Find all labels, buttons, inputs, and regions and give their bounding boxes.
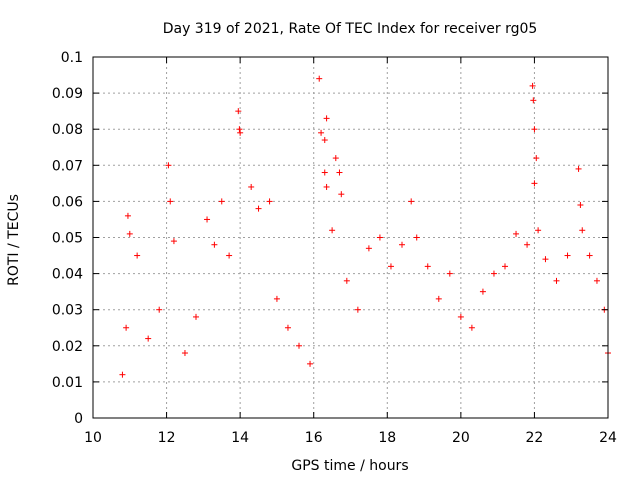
x-tick-label: 18 (378, 430, 396, 446)
data-point (424, 263, 431, 270)
y-tick-label: 0.08 (52, 122, 83, 138)
x-tick-label: 10 (84, 430, 102, 446)
data-point (237, 129, 244, 136)
data-point (531, 126, 538, 133)
data-point (365, 245, 372, 252)
data-point (134, 252, 141, 259)
x-tick-label: 16 (305, 430, 323, 446)
data-point (248, 183, 255, 190)
data-point (329, 227, 336, 234)
data-point (529, 82, 536, 89)
data-point (284, 324, 291, 331)
data-point (236, 126, 243, 133)
x-tick-label: 12 (158, 430, 176, 446)
y-tick-label: 0.04 (52, 267, 83, 283)
data-point (413, 234, 420, 241)
data-point (387, 263, 394, 270)
data-point (323, 183, 330, 190)
y-tick-label: 0 (74, 411, 83, 427)
y-axis-label: ROTI / TECUs (6, 194, 22, 286)
data-point (126, 230, 133, 237)
data-point (593, 277, 600, 284)
data-point (535, 227, 542, 234)
data-point (145, 335, 152, 342)
axis-ticks (92, 56, 609, 419)
y-tick-label: 0.1 (61, 50, 83, 66)
data-point (273, 295, 280, 302)
data-point (124, 212, 131, 219)
data-point (399, 241, 405, 248)
data-point (513, 230, 520, 237)
data-point (255, 205, 262, 212)
data-point (156, 306, 163, 313)
data-point (490, 270, 497, 277)
data-point (530, 97, 537, 104)
x-tick-label: 22 (526, 430, 544, 446)
y-tick-label: 0.09 (52, 86, 83, 102)
data-point (211, 241, 218, 248)
y-tick-label: 0.03 (52, 303, 83, 319)
data-point (586, 252, 593, 259)
data-point (338, 191, 345, 198)
data-point (307, 360, 314, 367)
data-point (321, 169, 328, 176)
x-axis-label: GPS time / hours (291, 458, 408, 474)
data-point (266, 198, 273, 205)
data-point (542, 256, 549, 263)
data-point (435, 295, 442, 302)
data-point (354, 306, 361, 313)
x-tick-labels: 10 12 14 16 18 20 22 24 (84, 430, 617, 446)
data-point (181, 350, 188, 357)
data-point (479, 288, 486, 295)
data-point (343, 277, 350, 284)
data-point (165, 162, 172, 169)
data-point (336, 169, 343, 176)
data-point (296, 342, 302, 349)
data-point (502, 263, 508, 270)
data-point (376, 234, 383, 241)
data-point (119, 371, 126, 378)
plot-frame (92, 56, 609, 419)
x-tick-label: 20 (452, 430, 470, 446)
data-point (577, 202, 584, 209)
x-tick-label: 24 (599, 430, 617, 446)
y-tick-label: 0.05 (52, 231, 83, 247)
data-point (408, 198, 415, 205)
data-point (564, 252, 571, 259)
data-point (468, 324, 475, 331)
y-tick-labels: 0 0.01 0.02 0.03 0.04 0.05 0.06 0.07 0.08 0.09 0.1 (52, 50, 83, 427)
data-point (204, 216, 211, 223)
y-tick-label: 0.01 (52, 375, 83, 391)
data-point (193, 313, 199, 320)
data-point (446, 270, 453, 277)
chart-title: Day 319 of 2021, Rate Of TEC Index for r… (163, 21, 538, 37)
data-point (531, 180, 538, 187)
y-tick-label: 0.02 (52, 339, 83, 355)
data-point (235, 108, 242, 115)
data-point (553, 277, 560, 284)
data-point (579, 227, 586, 234)
data-point (533, 155, 540, 162)
data-point (575, 165, 582, 172)
data-point (167, 198, 174, 205)
y-tick-label: 0.07 (52, 158, 83, 174)
x-tick-label: 14 (231, 430, 249, 446)
data-point (123, 324, 130, 331)
data-points (119, 75, 611, 378)
data-point (323, 115, 330, 122)
grid (93, 57, 608, 418)
data-point (218, 198, 225, 205)
data-point (226, 252, 233, 259)
data-point (321, 137, 328, 144)
data-point (457, 313, 464, 320)
data-point (332, 155, 339, 162)
data-point (170, 238, 177, 245)
data-point (316, 75, 323, 82)
data-point (524, 241, 531, 248)
y-tick-label: 0.06 (52, 194, 83, 210)
data-point (318, 129, 325, 136)
